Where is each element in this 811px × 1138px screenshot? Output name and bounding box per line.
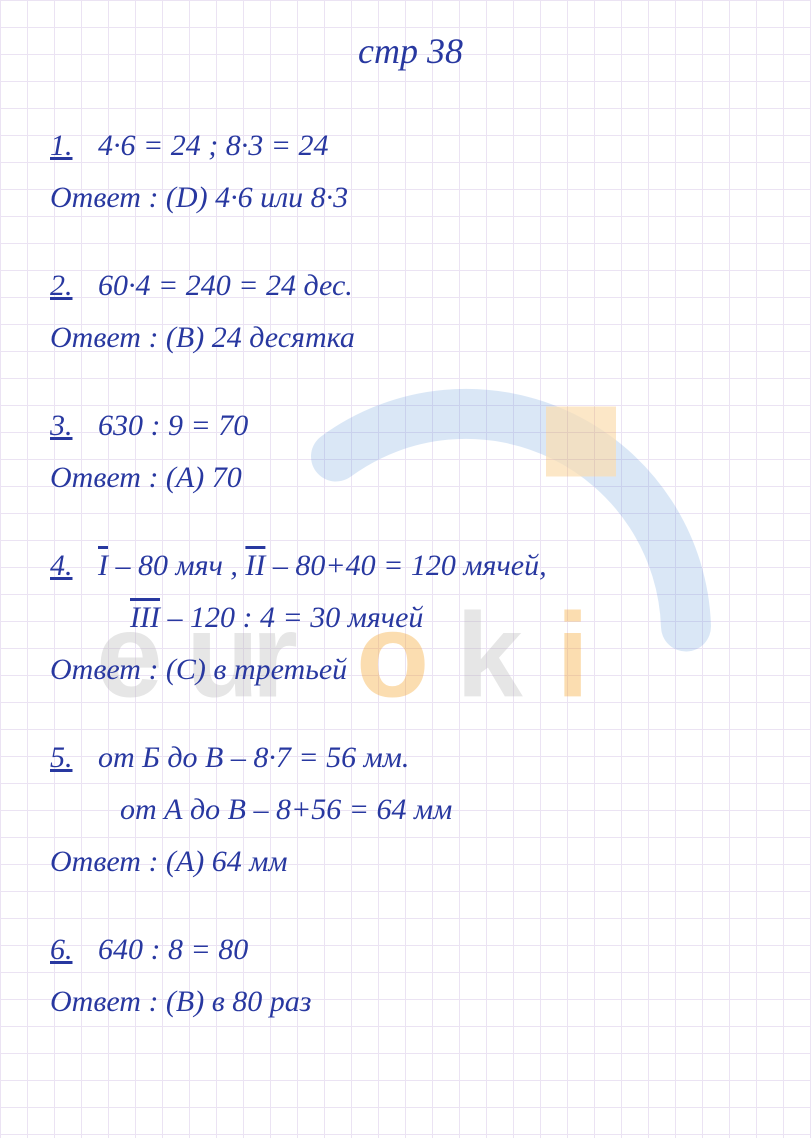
answer-text: 64 мм bbox=[212, 845, 288, 878]
page-content: стр 38 1. 4·6 = 24 ; 8·3 = 24 Ответ : (D… bbox=[0, 0, 811, 1086]
problem-number: 6. bbox=[50, 933, 73, 966]
problem-number: 4. bbox=[50, 549, 73, 582]
roman-2: II bbox=[245, 542, 265, 590]
problem-number: 1. bbox=[50, 129, 73, 162]
work-line: 4·6 = 24 ; 8·3 = 24 bbox=[98, 129, 328, 162]
problem-2: 2. 60·4 = 240 = 24 дес. Ответ : (В) 24 д… bbox=[50, 262, 771, 362]
roman-3: III bbox=[130, 594, 160, 642]
answer-text: 4·6 или 8·3 bbox=[215, 181, 348, 214]
problem-4: 4. I – 80 мяч , II – 80+40 = 120 мячей, … bbox=[50, 542, 771, 694]
answer-text: в третьей bbox=[213, 653, 347, 686]
work-line-2: от А до В – 8+56 = 64 мм bbox=[120, 793, 452, 826]
answer-prefix: Ответ : (А) bbox=[50, 461, 204, 494]
problem-number: 5. bbox=[50, 741, 73, 774]
problem-3: 3. 630 : 9 = 70 Ответ : (А) 70 bbox=[50, 402, 771, 502]
work-line: 630 : 9 = 70 bbox=[98, 409, 248, 442]
page-title: стр 38 bbox=[50, 30, 771, 72]
problem-1: 1. 4·6 = 24 ; 8·3 = 24 Ответ : (D) 4·6 и… bbox=[50, 122, 771, 222]
answer-prefix: Ответ : (D) bbox=[50, 181, 208, 214]
problem-6: 6. 640 : 8 = 80 Ответ : (В) в 80 раз bbox=[50, 926, 771, 1026]
answer-prefix: Ответ : (С) bbox=[50, 653, 206, 686]
work-line: 60·4 = 240 = 24 дес. bbox=[98, 269, 353, 302]
answer-prefix: Ответ : (В) bbox=[50, 321, 204, 354]
answer-text: в 80 раз bbox=[212, 985, 312, 1018]
text-post: – 80+40 = 120 мячей, bbox=[273, 549, 547, 582]
work-line-1: от Б до В – 8·7 = 56 мм. bbox=[98, 741, 409, 774]
problem-5: 5. от Б до В – 8·7 = 56 мм. от А до В – … bbox=[50, 734, 771, 886]
answer-text: 70 bbox=[212, 461, 242, 494]
problem-number: 3. bbox=[50, 409, 73, 442]
roman-1: I bbox=[98, 542, 108, 590]
answer-prefix: Ответ : (А) bbox=[50, 845, 204, 878]
text-line2: – 120 : 4 = 30 мячей bbox=[167, 601, 423, 634]
problem-number: 2. bbox=[50, 269, 73, 302]
text-mid: – 80 мяч , bbox=[116, 549, 246, 582]
answer-text: 24 десятка bbox=[212, 321, 355, 354]
answer-prefix: Ответ : (В) bbox=[50, 985, 204, 1018]
work-line: 640 : 8 = 80 bbox=[98, 933, 248, 966]
